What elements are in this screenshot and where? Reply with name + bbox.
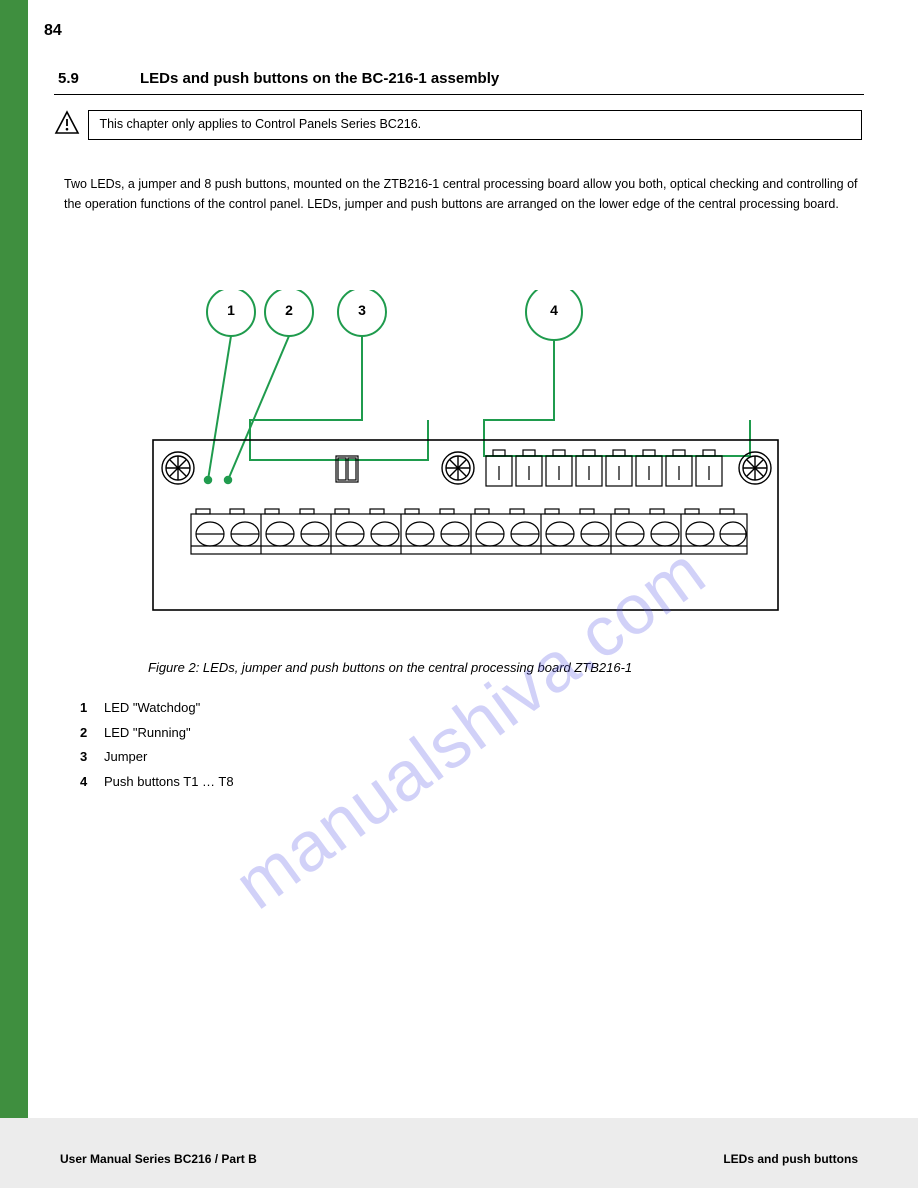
figure-caption: Figure 2: LEDs, jumper and push buttons …	[148, 660, 632, 675]
footer-right: LEDs and push buttons	[723, 1152, 858, 1166]
legend-list: 1LED "Watchdog" 2LED "Running" 3Jumper 4…	[80, 696, 234, 795]
legend-text: Jumper	[104, 749, 147, 764]
list-item: 1LED "Watchdog"	[80, 696, 234, 721]
legend-num: 4	[80, 770, 104, 795]
list-item: 4Push buttons T1 … T8	[80, 770, 234, 795]
diagram: 1 2 3 4	[148, 290, 788, 650]
list-item: 3Jumper	[80, 745, 234, 770]
list-item: 2LED "Running"	[80, 721, 234, 746]
intro-paragraph: Two LEDs, a jumper and 8 push buttons, m…	[64, 174, 864, 214]
screw-icon	[442, 452, 474, 484]
footer: User Manual Series BC216 / Part B LEDs a…	[0, 1118, 918, 1188]
callout-3: 3	[342, 302, 382, 318]
legend-num: 1	[80, 696, 104, 721]
legend-num: 2	[80, 721, 104, 746]
warning-box: This chapter only applies to Control Pan…	[88, 110, 862, 140]
section-number: 5.9	[58, 70, 79, 87]
legend-text: LED "Running"	[104, 725, 191, 740]
terminal-block	[191, 509, 747, 554]
warning-icon	[54, 110, 80, 141]
legend-num: 3	[80, 745, 104, 770]
section-title: LEDs and push buttons on the BC-216-1 as…	[140, 70, 499, 87]
footer-left: User Manual Series BC216 / Part B	[60, 1152, 257, 1166]
callout-1: 1	[211, 302, 251, 318]
callout-4: 4	[534, 302, 574, 318]
legend-text: Push buttons T1 … T8	[104, 774, 234, 789]
callout-2: 2	[269, 302, 309, 318]
section-rule	[54, 94, 864, 95]
diagram-svg	[148, 290, 788, 650]
page-number-top: 84	[44, 22, 62, 40]
page: 84 5.9 LEDs and push buttons on the BC-2…	[0, 0, 918, 1188]
screw-icon	[162, 452, 194, 484]
warning-row: This chapter only applies to Control Pan…	[54, 110, 864, 144]
legend-text: LED "Watchdog"	[104, 700, 200, 715]
left-stripe	[0, 0, 28, 1188]
screw-icon	[739, 452, 771, 484]
